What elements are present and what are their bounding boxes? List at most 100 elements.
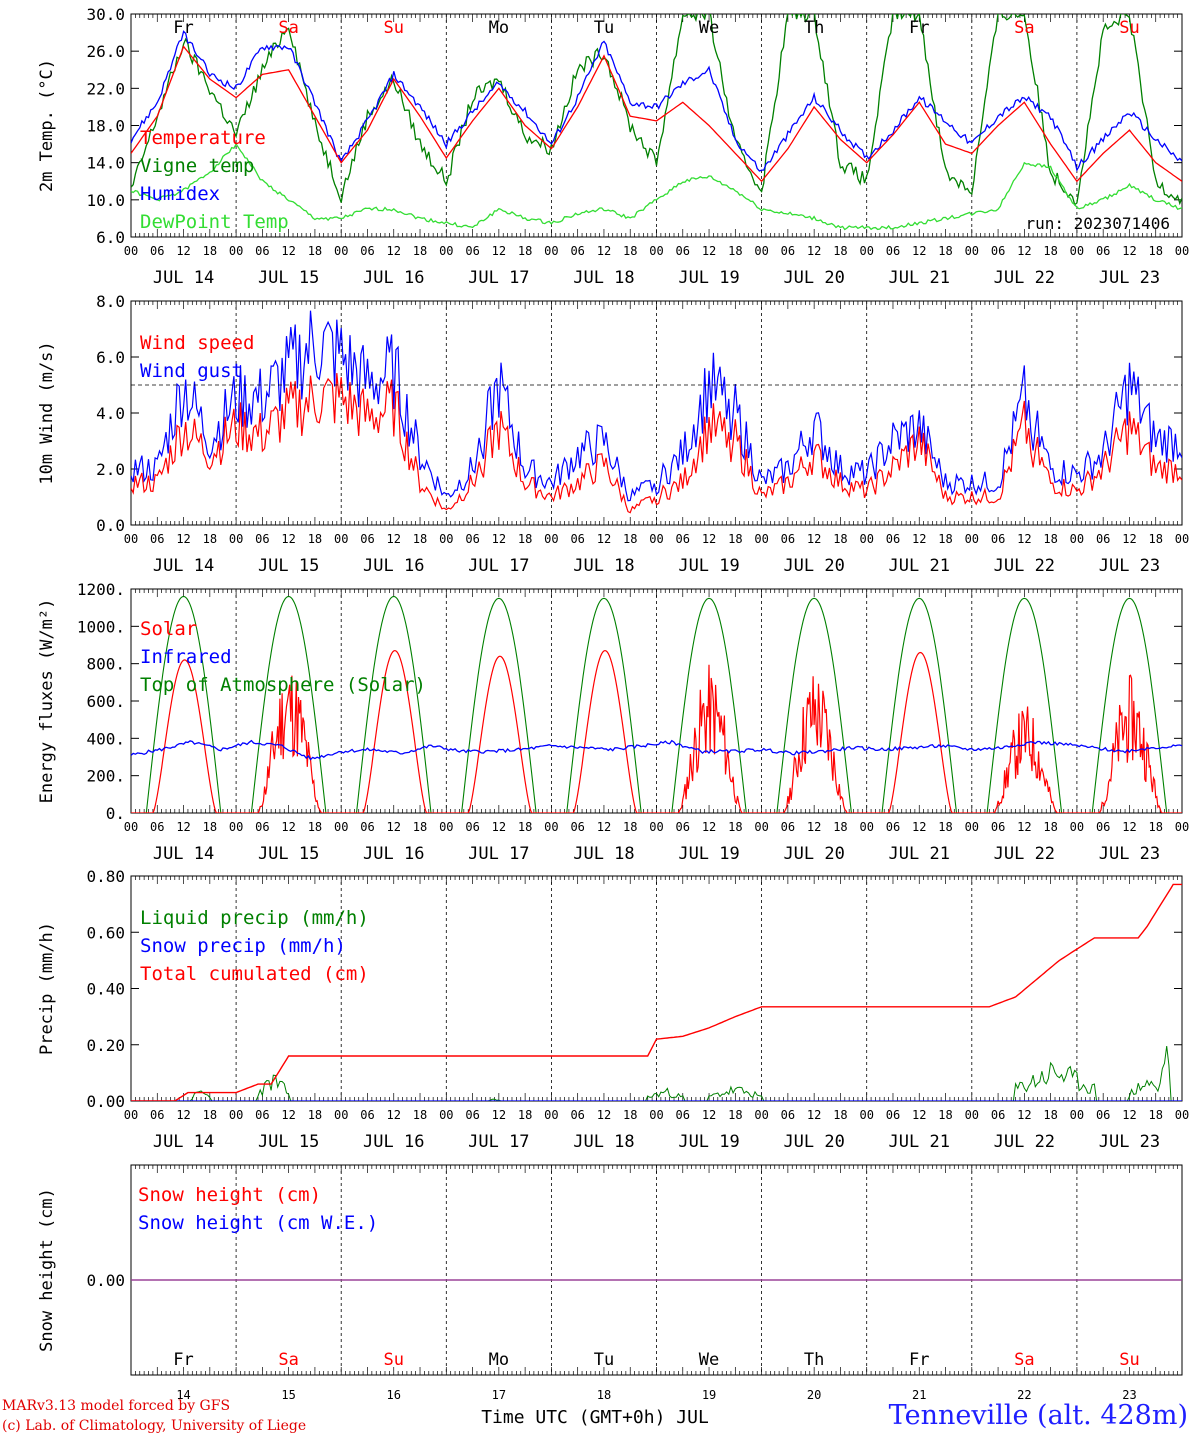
date-label: JUL 15 xyxy=(258,844,319,864)
hour-tick-label: 00 xyxy=(1070,820,1084,834)
hour-tick-label: 06 xyxy=(465,820,479,834)
y-tick-label: 10.0 xyxy=(86,191,125,210)
y-tick-label: 200. xyxy=(86,767,125,786)
hour-tick-label: 18 xyxy=(1043,532,1057,546)
date-label: JUL 20 xyxy=(783,844,844,864)
hour-tick-label: 06 xyxy=(570,244,584,258)
hour-tick-label: 18 xyxy=(308,532,322,546)
date-label: JUL 15 xyxy=(258,268,319,288)
y-tick-label: 0.0 xyxy=(96,516,125,535)
y-tick-label: 14.0 xyxy=(86,154,125,173)
hour-tick-label: 00 xyxy=(649,532,663,546)
y-tick-label: 0. xyxy=(106,804,125,823)
hour-tick-label: 18 xyxy=(518,820,532,834)
hour-tick-label: 06 xyxy=(570,820,584,834)
date-label: JUL 23 xyxy=(1099,556,1160,576)
hour-tick-label: 06 xyxy=(1096,1108,1110,1122)
day-number-label: 17 xyxy=(492,1388,506,1402)
hour-tick-label: 12 xyxy=(912,820,926,834)
hour-tick-label: 18 xyxy=(623,244,637,258)
hour-tick-label: 06 xyxy=(991,244,1005,258)
hour-tick-label: 00 xyxy=(1175,532,1189,546)
hour-tick-label: 06 xyxy=(991,1108,1005,1122)
hour-tick-label: 06 xyxy=(676,820,690,834)
panel-1: 6.0 10.0 14.0 18.0 22.0 26.0 30.0 2m Temp. (°C)… xyxy=(37,5,1189,288)
hour-tick-label: 12 xyxy=(912,1108,926,1122)
day-number-label: 21 xyxy=(912,1388,926,1402)
panel-2: 0.0 2.0 4.0 6.0 8.0 10m Wind (m/s) 00 06 12 18 JUL… xyxy=(37,292,1189,576)
lab-credit: (c) Lab. of Climatology, University of L… xyxy=(2,1418,307,1434)
hour-tick-label: 12 xyxy=(176,820,190,834)
weekday-label: Mo xyxy=(489,18,509,38)
date-label: JUL 22 xyxy=(994,1132,1055,1152)
y-tick-label: 0.40 xyxy=(86,980,125,999)
hour-tick-label: 06 xyxy=(150,1108,164,1122)
hour-tick-label: 06 xyxy=(676,1108,690,1122)
hour-tick-label: 18 xyxy=(1148,532,1162,546)
date-label: JUL 21 xyxy=(889,556,950,576)
hour-tick-label: 00 xyxy=(334,1108,348,1122)
hour-tick-label: 00 xyxy=(544,1108,558,1122)
date-label: JUL 22 xyxy=(994,844,1055,864)
hour-tick-label: 18 xyxy=(413,820,427,834)
hour-tick-label: 00 xyxy=(124,820,138,834)
date-label: JUL 22 xyxy=(994,268,1055,288)
y-axis-label: 10m Wind (m/s) xyxy=(37,341,57,484)
hour-tick-label: 00 xyxy=(649,820,663,834)
y-tick-label: 600. xyxy=(86,692,125,711)
series-dewpoint-temp xyxy=(131,142,1182,231)
date-label: JUL 16 xyxy=(363,844,424,864)
hour-tick-label: 00 xyxy=(1175,1108,1189,1122)
y-axis-label: 2m Temp. (°C) xyxy=(37,59,57,192)
hour-tick-label: 06 xyxy=(150,244,164,258)
weekday-label: Fr xyxy=(173,18,193,38)
date-label: JUL 20 xyxy=(783,556,844,576)
legend-entry: Wind speed xyxy=(140,332,254,354)
y-tick-label: 0.00 xyxy=(86,1271,125,1290)
series-vigne-temp xyxy=(131,14,1182,206)
hour-tick-label: 06 xyxy=(886,244,900,258)
y-tick-label: 30.0 xyxy=(86,5,125,24)
hour-tick-label: 06 xyxy=(991,532,1005,546)
hour-tick-label: 18 xyxy=(728,244,742,258)
date-label: JUL 23 xyxy=(1099,1132,1160,1152)
weekday-label: Sa xyxy=(1014,18,1034,38)
date-label: JUL 19 xyxy=(678,556,739,576)
hour-tick-label: 18 xyxy=(203,820,217,834)
y-tick-label: 1200. xyxy=(77,580,125,599)
day-number-label: 20 xyxy=(807,1388,821,1402)
hour-tick-label: 00 xyxy=(334,820,348,834)
hour-tick-label: 12 xyxy=(492,1108,506,1122)
day-number-label: 18 xyxy=(597,1388,611,1402)
hour-tick-label: 06 xyxy=(781,532,795,546)
date-label: JUL 18 xyxy=(573,556,634,576)
hour-tick-label: 12 xyxy=(492,244,506,258)
hour-tick-label: 18 xyxy=(203,244,217,258)
y-tick-label: 18.0 xyxy=(86,117,125,136)
y-tick-label: 0.00 xyxy=(86,1092,125,1111)
hour-tick-label: 06 xyxy=(465,244,479,258)
weekday-label: Tu xyxy=(594,1350,614,1370)
hour-tick-label: 00 xyxy=(439,244,453,258)
hour-tick-label: 12 xyxy=(281,532,295,546)
hour-tick-label: 12 xyxy=(387,820,401,834)
hour-tick-label: 00 xyxy=(544,244,558,258)
hour-tick-label: 12 xyxy=(1017,820,1031,834)
hour-tick-label: 18 xyxy=(623,820,637,834)
hour-tick-label: 12 xyxy=(281,820,295,834)
series-solar xyxy=(131,649,1182,813)
hour-tick-label: 18 xyxy=(938,532,952,546)
hour-tick-label: 06 xyxy=(781,1108,795,1122)
hour-tick-label: 12 xyxy=(807,532,821,546)
hour-tick-label: 00 xyxy=(439,532,453,546)
plot-area xyxy=(131,883,1182,1101)
hour-tick-label: 00 xyxy=(124,1108,138,1122)
hour-tick-label: 00 xyxy=(1070,532,1084,546)
day-number-label: 16 xyxy=(387,1388,401,1402)
legend-entry: Snow height (cm W.E.) xyxy=(138,1212,378,1234)
hour-tick-label: 18 xyxy=(413,1108,427,1122)
hour-tick-label: 00 xyxy=(229,532,243,546)
date-label: JUL 14 xyxy=(153,1132,214,1152)
hour-tick-label: 06 xyxy=(886,820,900,834)
date-label: JUL 21 xyxy=(889,844,950,864)
